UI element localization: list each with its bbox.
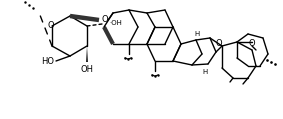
Text: O: O	[249, 40, 255, 49]
Text: O: O	[216, 40, 222, 49]
Text: O: O	[102, 15, 108, 25]
Text: HO: HO	[42, 57, 55, 65]
Text: H: H	[202, 69, 208, 75]
Polygon shape	[86, 46, 88, 62]
Text: ·OH: ·OH	[109, 20, 122, 26]
Text: H: H	[194, 31, 200, 37]
Text: O: O	[48, 22, 54, 30]
Text: OH: OH	[80, 64, 93, 74]
